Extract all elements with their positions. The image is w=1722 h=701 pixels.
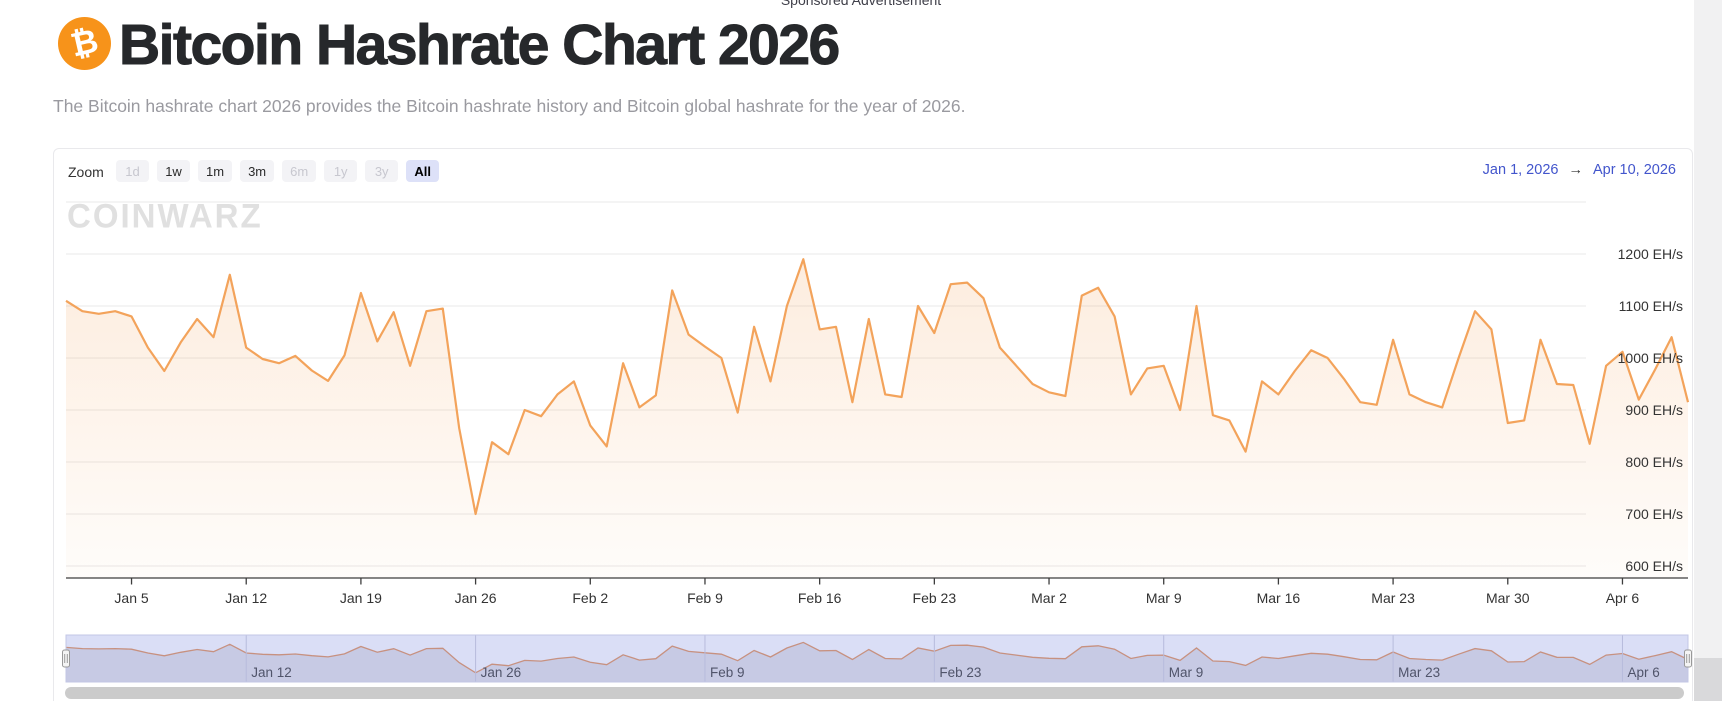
zoom-button-group: 1d 1w 1m 3m 6m 1y 3y All <box>116 160 440 182</box>
y-axis-label-900: 900 EH/s <box>1625 402 1683 418</box>
zoom-button-6m: 6m <box>282 160 317 182</box>
coinwarz-watermark: CoinWarz <box>67 196 263 235</box>
navigator-label-mar-9: Mar 9 <box>1169 665 1204 680</box>
x-axis-label-mar-30: Mar 30 <box>1486 590 1530 606</box>
zoom-button-1y: 1y <box>324 160 358 182</box>
navigator-label-feb-9: Feb 9 <box>710 665 745 680</box>
chart-horizontal-scrollbar[interactable] <box>65 687 1684 699</box>
zoom-label: Zoom <box>68 164 104 180</box>
x-axis-label-feb-2: Feb 2 <box>572 590 608 606</box>
navigator-line <box>65 641 1689 674</box>
navigator-left-handle[interactable] <box>62 649 70 668</box>
x-axis-label-feb-9: Feb 9 <box>687 590 723 606</box>
zoom-button-3m[interactable]: 3m <box>240 160 275 182</box>
x-axis-label-jan-5: Jan 5 <box>114 590 148 606</box>
y-axis-label-1000: 1000 EH/s <box>1618 350 1683 366</box>
y-axis-label-600: 600 EH/s <box>1625 558 1683 574</box>
range-start-date[interactable]: Jan 1, 2026 <box>1482 162 1559 178</box>
zoom-button-1w[interactable]: 1w <box>157 160 190 182</box>
x-axis-label-jan-26: Jan 26 <box>455 590 497 606</box>
zoom-button-1m[interactable]: 1m <box>198 160 233 182</box>
x-axis-label-mar-2: Mar 2 <box>1031 590 1067 606</box>
range-arrow-icon: → <box>1568 162 1583 178</box>
zoom-button-1d: 1d <box>116 160 149 182</box>
bitcoin-icon: ₿ <box>58 17 111 70</box>
y-axis-label-1100: 1100 EH/s <box>1619 298 1683 314</box>
zoom-button-3y: 3y <box>365 160 399 182</box>
page-title: Bitcoin Hashrate Chart 2026 <box>119 13 841 78</box>
y-axis-label-700: 700 EH/s <box>1625 506 1683 522</box>
navigator-label-apr-6: Apr 6 <box>1627 665 1659 680</box>
x-axis-label-feb-23: Feb 23 <box>913 590 957 606</box>
chart-navigator[interactable]: Jan 12 Jan 26 Feb 9 Feb 23 Mar 9 Mar 23 Apr 6 <box>0 628 1722 701</box>
x-axis-label-mar-23: Mar 23 <box>1371 590 1415 606</box>
navigator-label-jan-12: Jan 12 <box>251 665 292 680</box>
date-range: Jan 1, 2026 → Apr 10, 2026 <box>1483 162 1676 178</box>
range-end-date[interactable]: Apr 10, 2026 <box>1592 162 1676 178</box>
hashrate-area-fill <box>66 259 1688 578</box>
page-scrollbar-gutter[interactable] <box>1694 0 1722 701</box>
navigator-label-feb-23: Feb 23 <box>939 665 981 680</box>
x-axis-label-jan-19: Jan 19 <box>340 590 382 606</box>
x-axis-label-mar-9: Mar 9 <box>1146 590 1182 606</box>
navigator-label-mar-23: Mar 23 <box>1398 665 1440 680</box>
x-axis-label-mar-16: Mar 16 <box>1257 590 1301 606</box>
navigator-right-handle[interactable] <box>1684 649 1692 668</box>
x-axis-label-apr-6: Apr 6 <box>1606 590 1640 606</box>
page-scrollbar-corner <box>1694 658 1722 701</box>
navigator-area-fill <box>66 642 1688 682</box>
navigator-label-jan-26: Jan 26 <box>481 665 522 680</box>
y-axis-label-1200: 1200 EH/s <box>1618 246 1683 262</box>
bitcoin-symbol: ₿ <box>67 20 102 65</box>
main-hashrate-chart[interactable]: 1200 EH/s 1100 EH/s 1000 EH/s 900 EH/s 800 E… <box>0 185 1722 615</box>
page-subtitle: The Bitcoin hashrate chart 2026 provides… <box>53 96 966 116</box>
zoom-button-all[interactable]: All <box>406 160 440 182</box>
x-axis-label-jan-12: Jan 12 <box>225 590 267 606</box>
hashrate-line <box>65 258 1690 516</box>
sponsored-advertisement-label: Sponsored Advertisement <box>780 0 942 8</box>
x-axis-label-feb-16: Feb 16 <box>798 590 842 606</box>
y-axis-label-800: 800 EH/s <box>1625 454 1683 470</box>
